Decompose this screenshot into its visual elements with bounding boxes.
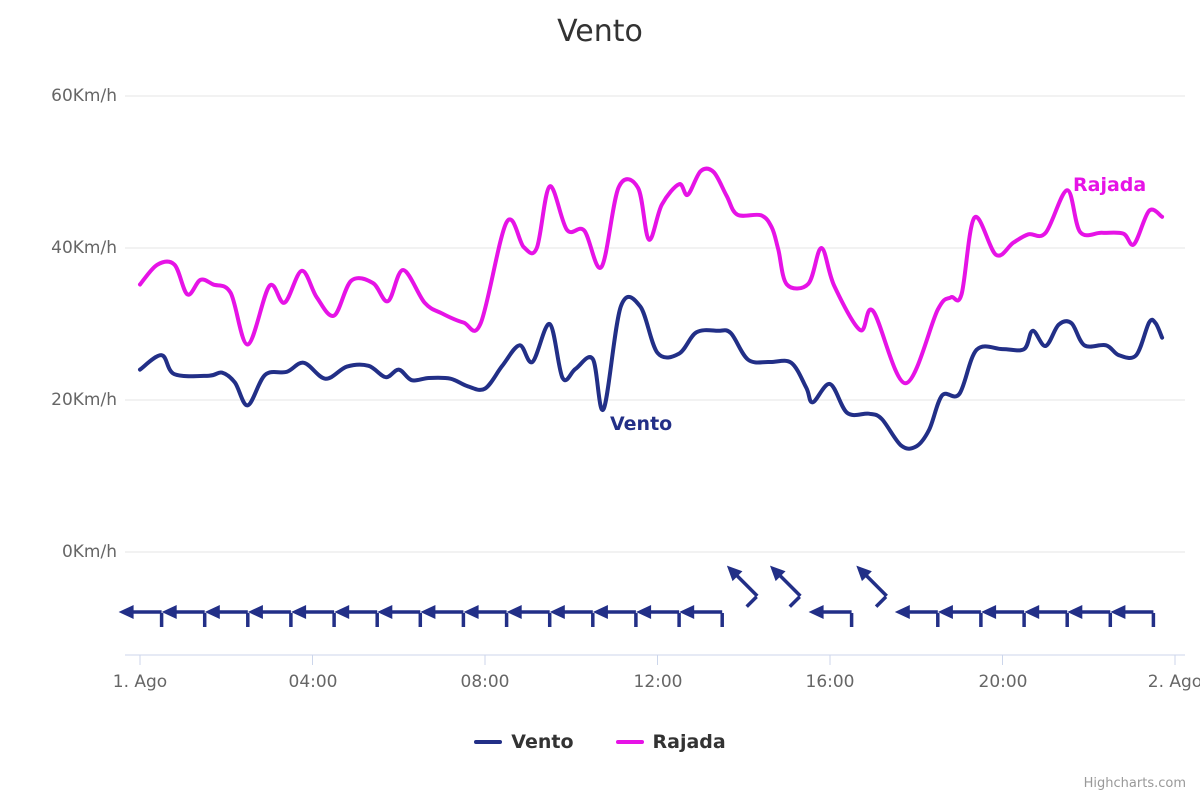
y-axis-label-0: 0Km/h <box>61 542 117 562</box>
wind-arrow-w-icon[interactable] <box>1110 605 1156 627</box>
x-axis-label-2ago: 2. Ago <box>1147 672 1200 692</box>
wind-arrow-w-icon[interactable] <box>118 605 164 627</box>
wind-arrow-w-icon[interactable] <box>981 605 1026 627</box>
x-axis-label-0400: 04:00 <box>288 672 338 692</box>
wind-arrow-w-icon[interactable] <box>636 605 681 627</box>
wind-arrow-sw-icon[interactable] <box>716 561 762 608</box>
wind-arrow-sw-icon[interactable] <box>759 561 805 608</box>
legend: Vento Rajada <box>0 731 1200 753</box>
wind-arrow-w-icon[interactable] <box>334 605 379 627</box>
y-axis-label-40: 40Km/h <box>51 238 117 258</box>
series-label-rajada: Rajada <box>1073 174 1147 196</box>
wind-arrow-w-icon[interactable] <box>1067 605 1113 627</box>
x-axis-label-0800: 08:00 <box>460 672 510 692</box>
legend-label-rajada: Rajada <box>652 731 726 753</box>
chart-title: Vento <box>557 14 643 49</box>
legend-label-vento: Vento <box>511 731 574 753</box>
wind-arrow-w-icon[interactable] <box>592 605 638 627</box>
highcharts-credits[interactable]: Highcharts.com <box>1083 776 1186 791</box>
wind-arrow-w-icon[interactable] <box>894 605 940 627</box>
wind-arrow-w-icon[interactable] <box>808 605 854 627</box>
wind-arrow-w-icon[interactable] <box>247 605 293 627</box>
vento-line[interactable] <box>138 294 1165 451</box>
y-axis-label-20: 20Km/h <box>51 390 117 410</box>
legend-item-rajada[interactable]: Rajada <box>615 731 726 753</box>
wind-arrow-w-icon[interactable] <box>679 605 724 627</box>
wind-arrow-w-icon[interactable] <box>549 605 595 627</box>
wind-arrow-w-icon[interactable] <box>161 605 207 627</box>
x-axis-label-2000: 20:00 <box>978 672 1028 692</box>
x-axis-label-1ago: 1. Ago <box>112 672 168 692</box>
wind-arrow-w-icon[interactable] <box>463 605 509 627</box>
legend-item-vento[interactable]: Vento <box>474 731 574 753</box>
rajada-line[interactable] <box>138 166 1165 386</box>
wind-arrow-w-icon[interactable] <box>420 605 466 627</box>
wind-arrow-w-icon[interactable] <box>291 605 336 627</box>
y-axis-label-60: 60Km/h <box>51 86 117 106</box>
x-axis-label-1200: 12:00 <box>633 672 683 692</box>
wind-arrow-w-icon[interactable] <box>1024 605 1069 627</box>
wind-arrow-sw-icon[interactable] <box>846 561 892 608</box>
wind-arrow-w-icon[interactable] <box>937 605 983 627</box>
wind-arrow-w-icon[interactable] <box>204 605 250 627</box>
series-label-vento: Vento <box>610 413 673 435</box>
x-axis-label-1600: 16:00 <box>805 672 855 692</box>
legend-line-icon <box>474 740 503 744</box>
wind-arrow-w-icon[interactable] <box>377 605 423 627</box>
legend-line-icon <box>615 740 644 744</box>
wind-arrow-w-icon[interactable] <box>506 605 552 627</box>
